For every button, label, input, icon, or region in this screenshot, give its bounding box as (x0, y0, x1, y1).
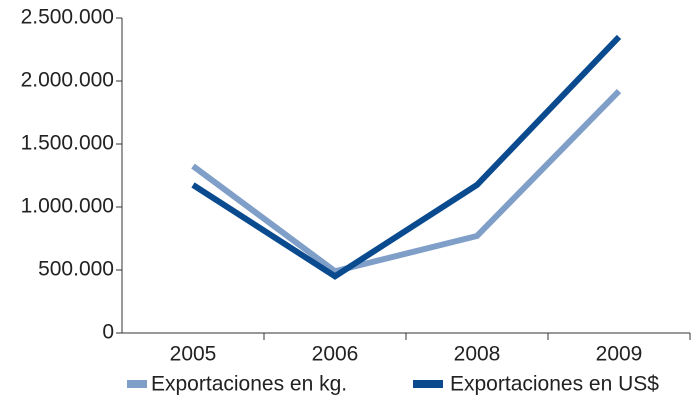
y-tick-label: 2.000.000 (21, 69, 114, 92)
line-series (191, 88, 622, 275)
y-tick-label: 0 (102, 321, 114, 344)
y-tick-label: 500.000 (38, 258, 114, 281)
legend-swatch (413, 380, 443, 388)
x-tick-label: 2008 (454, 343, 501, 366)
line-series (191, 34, 622, 280)
legend-label: Exportaciones en kg. (151, 373, 347, 396)
legend-label: Exportaciones en US$ (450, 373, 659, 396)
x-tick-label: 2009 (596, 343, 643, 366)
x-tick-label: 2005 (170, 343, 217, 366)
y-tick-label: 1.500.000 (21, 132, 114, 155)
y-tick-label: 1.000.000 (21, 195, 114, 218)
x-tick-label: 2006 (312, 343, 359, 366)
legend-swatch (127, 380, 147, 388)
y-tick-label: 2.500.000 (21, 6, 114, 29)
